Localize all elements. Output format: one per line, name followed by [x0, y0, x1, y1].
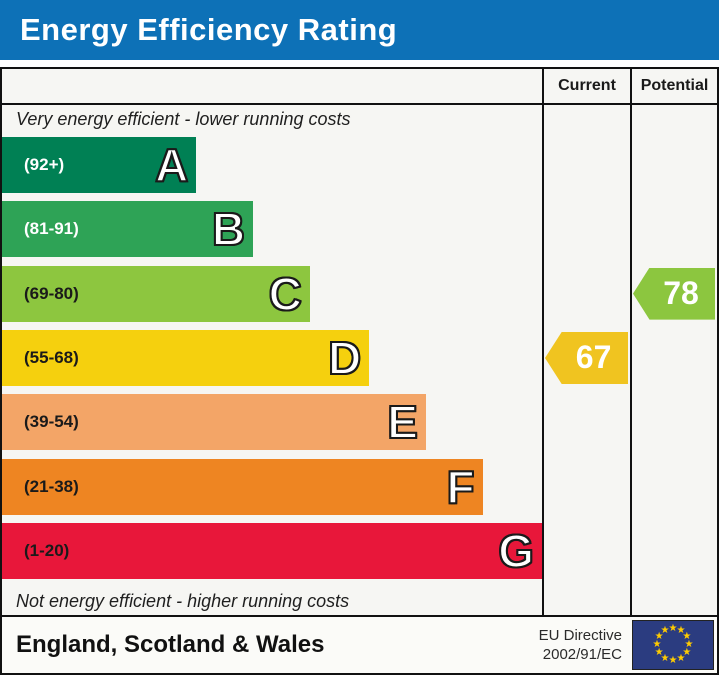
chart-header-cell-empty [2, 69, 542, 105]
eu-star-icon: ★ [660, 652, 670, 664]
band-row-f: (21-38) F [2, 458, 542, 515]
potential-slot-g [632, 523, 717, 579]
potential-header: Potential [632, 69, 717, 105]
eu-star-icon: ★ [654, 647, 664, 658]
current-slot-a [544, 137, 630, 193]
eu-directive-label: EU Directive 2002/91/EC [539, 626, 622, 665]
band-range-label: (69-80) [24, 283, 79, 303]
potential-slot-c: 78 [632, 266, 717, 322]
footer-bar: England, Scotland & Wales EU Directive 2… [0, 617, 719, 675]
band-letter: C [268, 267, 303, 321]
current-header: Current [544, 69, 630, 105]
eu-star-icon: ★ [668, 655, 678, 666]
band-bar-a: (92+) A [2, 137, 197, 193]
current-slots: 67 [544, 133, 630, 583]
band-bar-g: (1-20) G [2, 522, 542, 579]
current-slot-d: 67 [544, 330, 630, 386]
band-range-label: (39-54) [24, 412, 79, 432]
eu-star-icon: ★ [660, 625, 670, 637]
current-slot-e [544, 394, 630, 450]
potential-slot-f [632, 459, 717, 515]
band-row-b: (81-91) B [2, 201, 542, 258]
eu-star-icon: ★ [682, 631, 692, 642]
current-slot-f [544, 459, 630, 515]
bottom-note: Not energy efficient - higher running co… [16, 591, 350, 611]
potential-rating-pointer: 78 [633, 267, 716, 320]
rating-table: Very energy efficient - lower running co… [0, 67, 719, 617]
band-row-a: (92+) A [2, 137, 542, 193]
current-rating-pointer: 67 [545, 331, 629, 384]
band-bar-e: (39-54) E [2, 394, 426, 451]
band-letter: A [154, 138, 189, 192]
potential-slot-d [632, 330, 717, 386]
page-title: Energy Efficiency Rating [20, 12, 398, 47]
band-letter: B [211, 202, 246, 256]
eu-star-icon: ★ [652, 639, 662, 650]
top-note: Very energy efficient - lower running co… [16, 109, 351, 129]
current-slot-c [544, 266, 630, 322]
potential-slots: 78 [632, 133, 717, 583]
band-range-label: (21-38) [24, 476, 79, 496]
region-label: England, Scotland & Wales [16, 631, 325, 658]
eu-directive-line2: 2002/91/EC [542, 646, 622, 663]
band-range-label: (1-20) [24, 540, 70, 560]
band-bar-c: (69-80) C [2, 265, 310, 322]
band-row-e: (39-54) E [2, 394, 542, 451]
band-bar-b: (81-91) B [2, 201, 254, 258]
eu-directive-line1: EU Directive [538, 626, 622, 644]
eu-star-icon: ★ [654, 631, 664, 642]
eu-star-icon: ★ [668, 623, 678, 634]
current-column: Current 67 [542, 69, 630, 615]
band-letter: D [327, 331, 362, 385]
eu-flag: ★ ★ ★ ★ ★ ★ ★ ★ ★ ★ ★ ★ [632, 620, 714, 670]
eu-star-icon: ★ [676, 652, 686, 664]
current-slot-g [544, 523, 630, 579]
band-bar-d: (55-68) D [2, 329, 370, 386]
band-range-label: (55-68) [24, 347, 79, 367]
potential-column: Potential 78 [630, 69, 717, 615]
band-range-label: (92+) [24, 155, 65, 174]
band-letter: F [445, 460, 475, 514]
band-range-label: (81-91) [24, 219, 79, 239]
band-chart-column: Very energy efficient - lower running co… [2, 69, 542, 615]
band-row-c: (69-80) C [2, 265, 542, 322]
bands: (92+) A (81-91) B (69-80) C (55-68) D (39-54) E (2… [2, 133, 542, 583]
band-letter: E [386, 395, 419, 449]
current-slot-b [544, 201, 630, 257]
band-letter: G [497, 524, 535, 578]
band-bar-f: (21-38) F [2, 458, 483, 515]
eu-star-icon: ★ [682, 647, 692, 658]
band-row-g: (1-20) G [2, 522, 542, 579]
eu-star-icon: ★ [676, 625, 686, 637]
title-bar: Energy Efficiency Rating [0, 0, 719, 60]
band-row-d: (55-68) D [2, 329, 542, 386]
potential-slot-e [632, 394, 717, 450]
title-table-gap [0, 60, 719, 67]
potential-slot-b [632, 201, 717, 257]
eu-star-icon: ★ [684, 639, 694, 650]
potential-slot-a [632, 137, 717, 193]
